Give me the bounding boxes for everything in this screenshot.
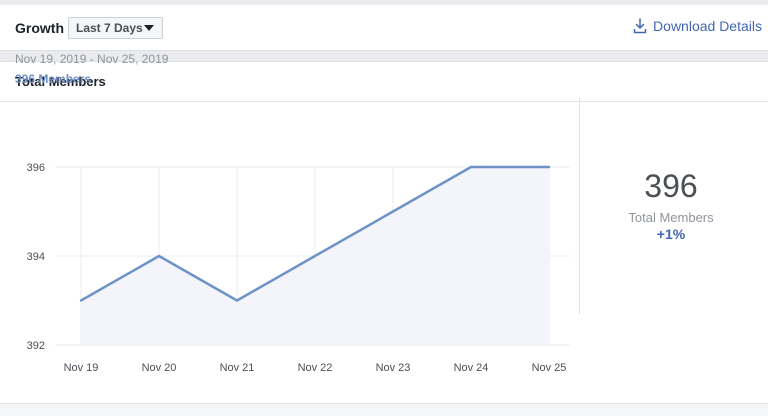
x-tick-label: Nov 21 (220, 362, 255, 374)
data-point (157, 254, 161, 258)
data-point (235, 299, 239, 302)
chart-container: 392 394 396 Nov 19 Nov 20 Nov 21 Nov 22 Nov 23 N… (0, 92, 580, 397)
y-tick-label: 392 (27, 340, 45, 352)
members-count-line: 396 Members (15, 72, 91, 86)
date-range-dropdown-label: Last 7 Days (76, 21, 143, 35)
top-bar: Growth Last 7 Days Download Details (0, 5, 768, 51)
bottom-strip (0, 403, 768, 416)
y-tick-label: 396 (27, 162, 45, 174)
y-tick-label: 394 (27, 251, 45, 263)
data-point (79, 299, 83, 302)
download-details-link[interactable]: Download Details (633, 18, 762, 34)
members-word: Members (38, 72, 92, 86)
summary-label: Total Members (628, 210, 714, 225)
chart-summary-divider (579, 98, 580, 314)
summary-value: 396 (644, 168, 698, 204)
x-tick-label: Nov 19 (64, 362, 99, 374)
download-icon (633, 18, 647, 34)
download-details-label: Download Details (653, 18, 762, 34)
members-chart: 392 394 396 Nov 19 Nov 20 Nov 21 Nov 22 Nov 23 N… (27, 162, 570, 374)
x-tick-label: Nov 20 (142, 362, 177, 374)
x-tick-label: Nov 25 (532, 362, 567, 374)
x-tick-label: Nov 24 (454, 362, 489, 374)
data-point (469, 165, 473, 169)
date-range-dropdown[interactable]: Last 7 Days (68, 17, 163, 39)
section-title: Growth (15, 20, 64, 36)
card-title: Total Members (15, 74, 106, 89)
x-tick-label: Nov 23 (376, 362, 411, 374)
members-count: 396 (15, 72, 36, 86)
card-divider (0, 101, 768, 102)
x-tick-label: Nov 22 (298, 362, 333, 374)
data-point (547, 165, 551, 169)
summary-change: +1% (656, 226, 686, 242)
data-point (391, 210, 395, 213)
data-point (313, 254, 317, 258)
date-range-text: Nov 19, 2019 - Nov 25, 2019 (15, 52, 169, 66)
caret-down-icon (144, 25, 154, 31)
